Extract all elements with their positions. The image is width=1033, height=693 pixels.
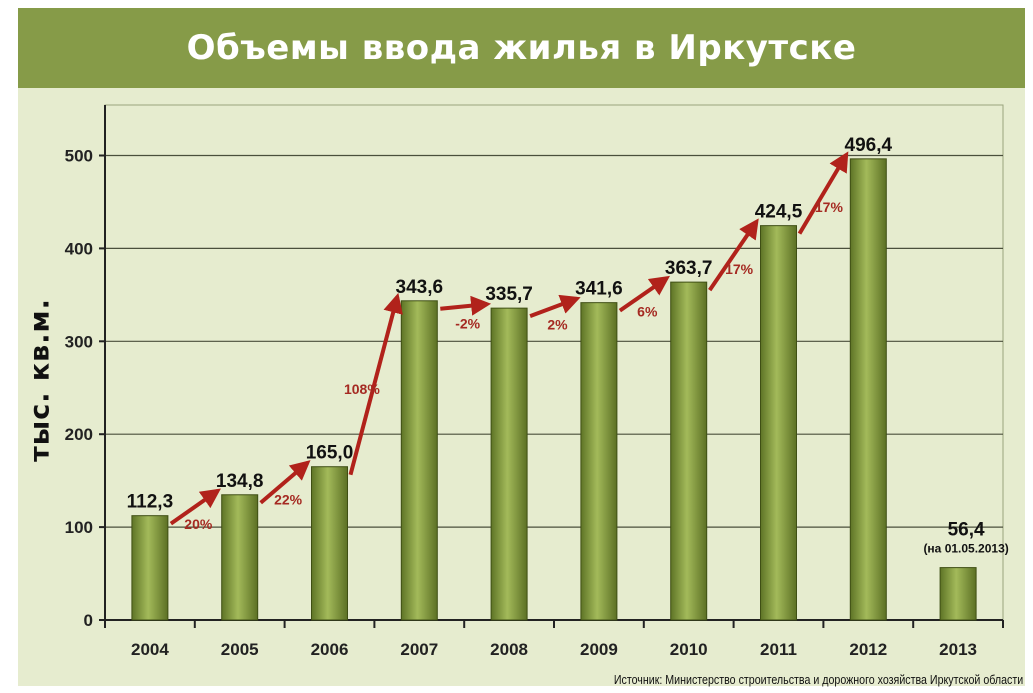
x-tick-label: 2012 [849, 640, 887, 659]
growth-label: -2% [455, 315, 480, 331]
value-label: 112,3 [127, 492, 174, 513]
x-tick-label: 2010 [670, 640, 708, 659]
value-label: 496,4 [845, 135, 893, 156]
growth-arrow [348, 292, 403, 476]
y-tick-label: 300 [65, 332, 93, 351]
y-tick-label: 0 [84, 611, 93, 630]
value-label: 56,4 [948, 520, 985, 541]
growth-arrow [529, 294, 581, 319]
bar [131, 515, 169, 621]
value-label: 343,6 [396, 277, 444, 298]
growth-arrow [797, 151, 849, 235]
bars [131, 158, 977, 621]
growth-label: 17% [815, 199, 844, 215]
bar [670, 281, 708, 621]
growth-arrow [259, 460, 311, 505]
bar [311, 466, 348, 621]
growth-arrow [618, 275, 670, 313]
x-tick-label: 2008 [490, 640, 528, 659]
x-tick-label: 2006 [311, 640, 349, 659]
value-label: 363,7 [665, 258, 713, 279]
x-tick-label: 2009 [580, 640, 618, 659]
bar [490, 307, 528, 621]
axes: 0 100 200 300 400 500 2004 2005 2006 2007 2008 2009… [65, 105, 1004, 659]
y-tick-label: 500 [65, 147, 93, 166]
growth-label: 6% [637, 303, 658, 319]
source-note: Источник: Министерство строительства и д… [613, 672, 1023, 687]
value-label: 134,8 [216, 471, 264, 492]
bar [400, 300, 438, 621]
growth-label: 2% [547, 316, 568, 332]
bar [580, 302, 618, 621]
bar [849, 158, 887, 621]
bar [221, 494, 259, 621]
labels: 112,3 134,8 165,0 343,6 335,7 341,6 363,7 424,5… [127, 135, 1009, 556]
annotation: (на 01.05.2013) [923, 542, 1008, 556]
value-label: 165,0 [306, 443, 354, 464]
value-label: 335,7 [485, 284, 533, 305]
value-label: 341,6 [575, 279, 623, 300]
growth-label: 17% [725, 261, 754, 277]
y-tick-label: 100 [65, 518, 93, 537]
chart-title: Объемы ввода жилья в Иркутске [186, 28, 857, 68]
bar [939, 567, 977, 621]
growth-label: 108% [344, 381, 380, 397]
growth-label: 20% [184, 516, 213, 532]
x-tick-label: 2007 [400, 640, 438, 659]
x-tick-label: 2004 [131, 640, 169, 659]
x-tick-label: 2011 [760, 640, 797, 659]
title-banner: Объемы ввода жилья в Иркутске [18, 8, 1025, 88]
growth-label: 22% [274, 492, 303, 508]
x-tick-label: 2005 [221, 640, 259, 659]
growth-arrow [169, 488, 221, 526]
x-tick-label: 2013 [939, 640, 977, 659]
value-label: 424,5 [755, 202, 803, 223]
growth-arrows [169, 151, 849, 526]
growth-arrow [440, 295, 492, 316]
y-tick-label: 400 [65, 239, 93, 258]
growth-arrow [708, 218, 759, 292]
bar [760, 225, 797, 621]
y-tick-label: 200 [65, 425, 93, 444]
